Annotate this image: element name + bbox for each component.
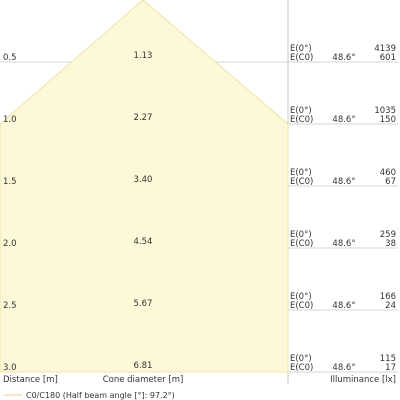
e0-value: 460 (380, 168, 396, 178)
half-angle-value: 48.6° (332, 177, 355, 187)
diameter-value: 3.40 (134, 175, 153, 185)
diameter-column-label: Cone diameter [m] (103, 375, 184, 385)
distance-value: 3.0 (3, 363, 17, 373)
distance-value: 1.5 (3, 177, 17, 187)
e0-label: E(0°) (290, 354, 312, 364)
ec0-label: E(C0) (290, 177, 313, 187)
distance-value: 2.0 (3, 239, 17, 249)
e0-label: E(0°) (290, 44, 312, 54)
e0-label: E(0°) (290, 168, 312, 178)
ec0-label: E(C0) (290, 301, 313, 311)
diameter-value: 4.54 (134, 237, 153, 247)
ec0-value: 601 (380, 53, 396, 63)
ec0-value: 38 (385, 239, 396, 249)
ec0-value: 150 (380, 115, 396, 125)
diameter-value: 5.67 (134, 299, 153, 309)
half-angle-value: 48.6° (332, 115, 355, 125)
e0-value: 4139 (374, 44, 396, 54)
half-angle-value: 48.6° (332, 363, 355, 373)
e0-value: 1035 (374, 106, 396, 116)
e0-label: E(0°) (290, 292, 312, 302)
ec0-label: E(C0) (290, 363, 313, 373)
ec0-value: 17 (385, 363, 396, 373)
half-angle-value: 48.6° (332, 239, 355, 249)
distance-value: 1.0 (3, 115, 17, 125)
illuminance-column-label: Illuminance [lx] (330, 375, 396, 385)
cone-layer (0, 0, 289, 373)
light-cone (0, 0, 289, 373)
diameter-value: 6.81 (134, 361, 153, 371)
ec0-label: E(C0) (290, 239, 313, 249)
half-angle-value: 48.6° (332, 301, 355, 311)
ec0-value: 24 (385, 301, 396, 311)
footer: Distance [m] Cone diameter [m] Illuminan… (3, 375, 396, 400)
distance-value: 2.5 (3, 301, 17, 311)
distance-value: 0.5 (3, 53, 17, 63)
diameter-value: 2.27 (134, 113, 153, 123)
e0-value: 115 (380, 354, 396, 364)
e0-label: E(0°) (290, 106, 312, 116)
half-angle-value: 48.6° (332, 53, 355, 63)
diameter-value: 1.13 (134, 51, 153, 61)
distance-column-label: Distance [m] (3, 375, 58, 385)
ec0-label: E(C0) (290, 115, 313, 125)
legend-series-label: C0/C180 (Half beam angle [°]: 97.2°) (26, 391, 175, 400)
e0-value: 259 (380, 230, 396, 240)
e0-value: 166 (380, 292, 396, 302)
e0-label: E(0°) (290, 230, 312, 240)
ec0-value: 67 (385, 177, 396, 187)
ec0-label: E(C0) (290, 53, 313, 63)
